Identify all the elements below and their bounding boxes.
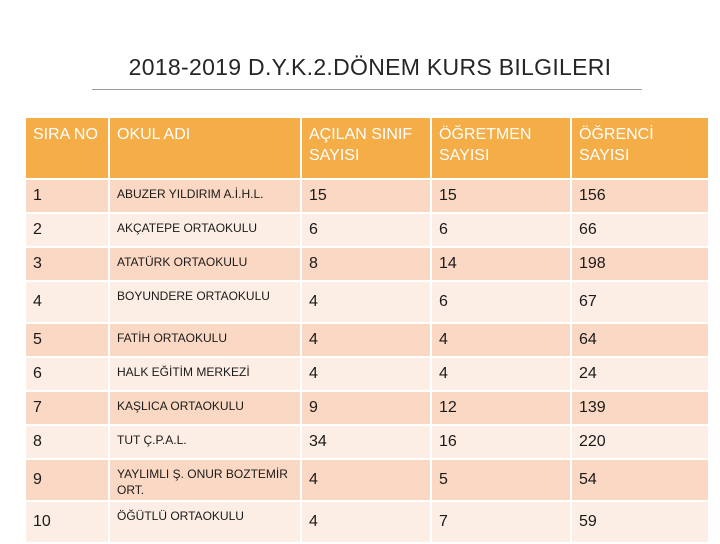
cell-okul: FATİH ORTAOKULU [108,322,302,358]
table-row: 2 AKÇATEPE ORTAOKULU 6 6 66 [24,212,710,248]
cell-okul: TUT Ç.P.A.L. [108,424,302,460]
cell-ogrenci: 59 [570,500,710,544]
cell-sira: 6 [24,356,110,392]
cell-ogrenci: 64 [570,322,710,358]
cell-ogretmen: 5 [430,458,572,502]
cell-ogrenci: 156 [570,178,710,214]
cell-okul: YAYLIMLI Ş. ONUR BOZTEMİR ORT. [108,458,302,502]
cell-ogrenci: 54 [570,458,710,502]
cell-ogrenci: 139 [570,390,710,426]
cell-ogretmen: 16 [430,424,572,460]
cell-ogretmen: 4 [430,322,572,358]
table-row: 5 FATİH ORTAOKULU 4 4 64 [24,322,710,358]
header-okul-adi: OKUL ADI [108,116,302,180]
table-row: 3 ATATÜRK ORTAOKULU 8 14 198 [24,246,710,282]
table-row: 7 KAŞLICA ORTAOKULU 9 12 139 [24,390,710,426]
cell-sinif: 8 [300,246,432,282]
cell-sira: 2 [24,212,110,248]
cell-sinif: 4 [300,458,432,502]
cell-sinif: 4 [300,280,432,324]
cell-okul: AKÇATEPE ORTAOKULU [108,212,302,248]
cell-ogrenci: 198 [570,246,710,282]
table-header-row: SIRA NO OKUL ADI AÇILAN SINIF SAYISI ÖĞR… [24,116,710,180]
cell-ogretmen: 7 [430,500,572,544]
table-row: 1 ABUZER YILDIRIM A.İ.H.L. 15 15 156 [24,178,710,214]
cell-sira: 1 [24,178,110,214]
header-acilan-sinif: AÇILAN SINIF SAYISI [300,116,432,180]
cell-sinif: 4 [300,322,432,358]
cell-ogretmen: 4 [430,356,572,392]
table-row: 6 HALK EĞİTİM MERKEZİ 4 4 24 [24,356,710,392]
cell-sinif: 9 [300,390,432,426]
cell-okul: ATATÜRK ORTAOKULU [108,246,302,282]
title-divider [92,89,642,90]
cell-sinif: 4 [300,500,432,544]
page-title: 2018-2019 D.Y.K.2.DÖNEM KURS BILGILERI [128,54,612,80]
cell-okul: HALK EĞİTİM MERKEZİ [108,356,302,392]
cell-sinif: 4 [300,356,432,392]
cell-ogrenci: 24 [570,356,710,392]
cell-sinif: 15 [300,178,432,214]
cell-sinif: 6 [300,212,432,248]
cell-ogrenci: 67 [570,280,710,324]
cell-sira: 8 [24,424,110,460]
table-row: 8 TUT Ç.P.A.L. 34 16 220 [24,424,710,460]
cell-sinif: 34 [300,424,432,460]
cell-okul: BOYUNDERE ORTAOKULU [108,280,302,324]
header-ogretmen: ÖĞRETMEN SAYISI [430,116,572,180]
cell-sira: 7 [24,390,110,426]
table-row: 9 YAYLIMLI Ş. ONUR BOZTEMİR ORT. 4 5 54 [24,458,710,502]
cell-sira: 4 [24,280,110,324]
table-row: 10 ÖĞÜTLÜ ORTAOKULU 4 7 59 [24,500,710,544]
cell-sira: 5 [24,322,110,358]
cell-okul: KAŞLICA ORTAOKULU [108,390,302,426]
cell-ogrenci: 66 [570,212,710,248]
cell-okul: ABUZER YILDIRIM A.İ.H.L. [108,178,302,214]
cell-ogretmen: 12 [430,390,572,426]
course-table: SIRA NO OKUL ADI AÇILAN SINIF SAYISI ÖĞR… [24,116,710,544]
header-sira-no: SIRA NO [24,116,110,180]
cell-ogrenci: 220 [570,424,710,460]
cell-sira: 3 [24,246,110,282]
cell-ogretmen: 15 [430,178,572,214]
cell-ogretmen: 6 [430,212,572,248]
table-row: 4 BOYUNDERE ORTAOKULU 4 6 67 [24,280,710,324]
cell-ogretmen: 6 [430,280,572,324]
cell-ogretmen: 14 [430,246,572,282]
cell-sira: 10 [24,500,110,544]
header-ogrenci: ÖĞRENCİ SAYISI [570,116,710,180]
cell-okul: ÖĞÜTLÜ ORTAOKULU [108,500,302,544]
cell-sira: 9 [24,458,110,502]
